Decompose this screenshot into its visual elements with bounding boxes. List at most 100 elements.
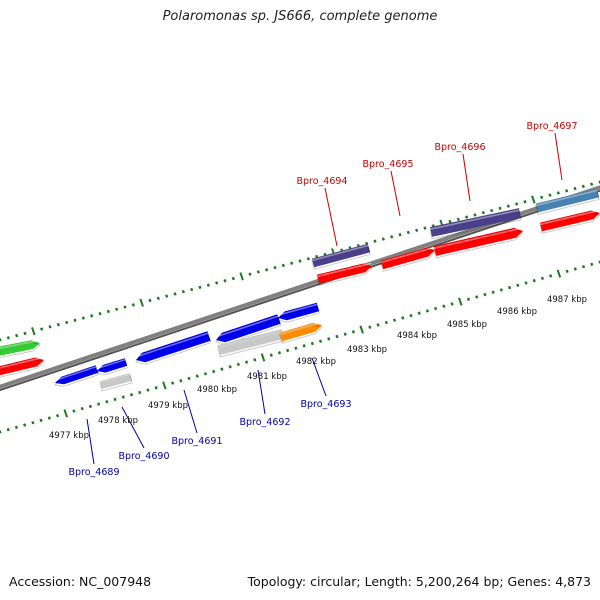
minor-tick [294,346,298,350]
minor-tick [425,309,429,313]
major-tick [531,195,536,204]
minor-tick [72,409,76,413]
gene-body [540,210,600,232]
minor-tick [31,420,35,425]
callout-line [462,153,471,202]
minor-tick [113,397,117,402]
gene-feature [217,329,285,358]
gene-feature [311,243,371,270]
minor-tick [483,292,487,297]
minor-tick [47,416,51,420]
minor-tick [138,390,142,395]
gene-highlight [434,227,523,249]
gene-shadow [311,245,371,270]
gene-feature [429,208,522,240]
minor-tick [335,334,339,339]
minor-tick [131,303,135,307]
minor-tick [540,195,544,200]
minor-tick [417,311,421,315]
scale-tick-label: 4986 kbp [497,307,537,317]
gene-body [216,314,281,343]
major-tick [31,327,36,336]
gene-shadow [217,330,285,358]
gene-highlight [0,339,40,350]
minor-tick [253,358,257,362]
gene-highlight [536,189,598,207]
minor-tick [198,285,202,290]
minor-tick [223,279,227,283]
minor-tick [498,206,502,211]
gene-highlight [277,303,318,317]
minor-tick [203,372,208,376]
gene-shadow [539,211,600,235]
minor-tick [148,298,152,303]
minor-tick [181,290,185,294]
minor-tick [56,322,60,327]
gene-body [217,329,285,355]
gene-callouts: Bpro_4694 Bpro_4695 Bpro_4696 Bpro_4697 Bpro… [69,121,578,478]
scale-tick-label: 4980 kbp [197,385,237,395]
gene-feature [535,188,600,216]
gene-shadow [0,341,42,359]
gene-body [97,358,128,373]
minor-tick [376,323,380,327]
gene-shadow [380,249,436,272]
minor-tick [450,302,454,306]
minor-tick [23,331,27,336]
gene-highlight [312,244,369,262]
minor-tick [306,257,310,261]
minor-tick [88,404,93,409]
minor-tick [302,344,306,348]
gene-shadow [316,264,373,287]
gene-shadow [429,209,522,240]
minor-tick [146,388,150,392]
minor-tick [434,306,438,311]
minor-tick [187,376,191,381]
gene-feature [0,356,45,378]
scale-tick-label: 4983 kbp [347,345,387,355]
gene-highlight [214,315,279,338]
minor-tick [351,330,356,334]
gene-label-bpro_4689: Bpro_4689 [69,467,120,478]
minor-tick [90,314,94,318]
minor-tick [121,395,125,399]
minor-tick [265,268,269,272]
minor-tick [298,259,302,263]
scale-tick-label: 4979 kbp [148,401,188,411]
minor-tick [236,362,240,367]
minor-tick [548,193,552,197]
major-tick [260,353,266,362]
gene-highlight [134,332,209,358]
minor-tick [373,239,377,243]
gene-highlight [53,365,97,382]
callout-line [324,187,338,247]
minor-tick [409,313,413,318]
minor-tick [368,325,372,329]
minor-tick [106,309,110,314]
minor-tick [48,325,52,329]
minor-tick [206,283,210,287]
minor-tick [573,267,577,271]
gene-highlight [96,358,126,370]
minor-tick [228,365,232,369]
minor-tick [129,393,134,397]
minor-tick [590,182,594,186]
gene-highlight [540,209,600,226]
minor-tick [6,427,10,432]
minor-tick [384,320,388,325]
minor-tick [318,339,323,343]
minor-tick [220,367,224,371]
minor-tick [423,226,427,230]
minor-tick [473,213,477,217]
callout-line [86,418,95,465]
scale-tick-label: 4987 kbp [547,295,587,305]
minor-tick [39,418,43,423]
callout-line [554,132,563,181]
minor-tick [6,336,10,340]
major-tick [63,409,68,418]
gene-label-bpro_4695: Bpro_4695 [363,159,414,170]
minor-tick [15,333,19,338]
gene-body [433,227,523,256]
minor-tick [406,230,410,235]
